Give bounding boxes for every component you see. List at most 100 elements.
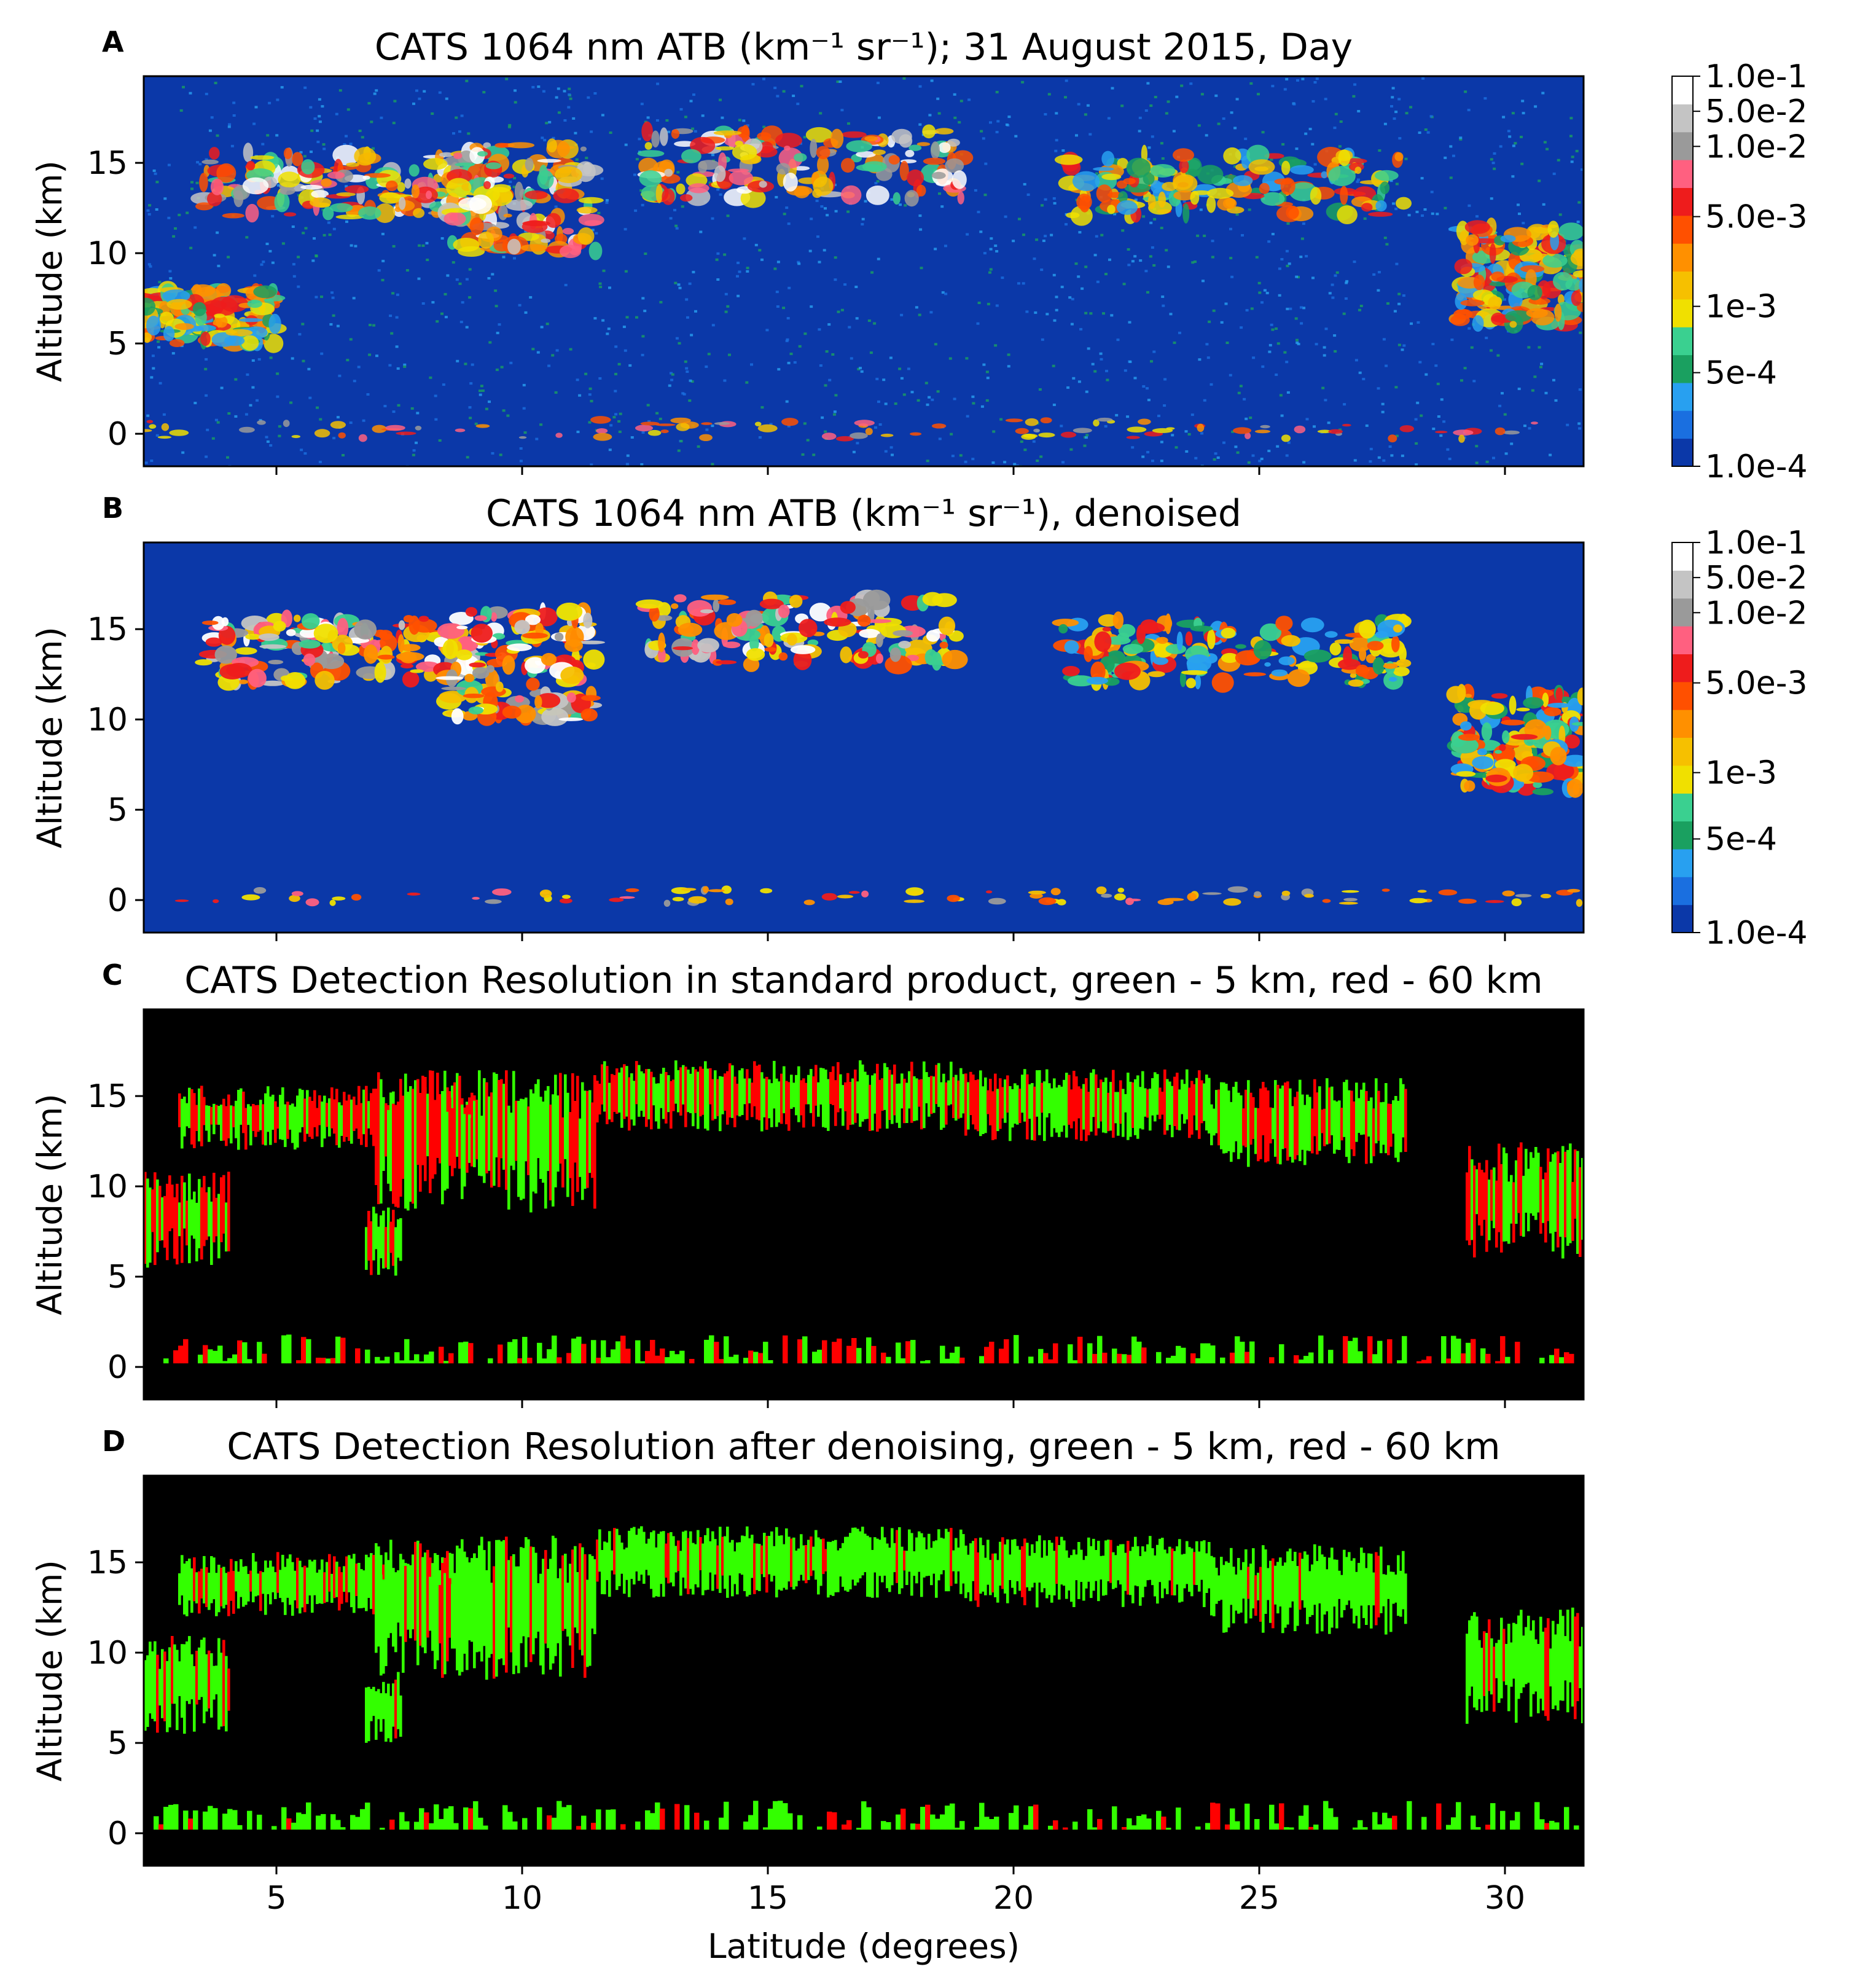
noise-speck bbox=[1257, 93, 1260, 96]
cloud-mark bbox=[1515, 894, 1532, 898]
noise-speck bbox=[818, 260, 821, 264]
cloud-mark bbox=[209, 147, 220, 160]
cloud-mark bbox=[1499, 744, 1506, 751]
cloud-mark bbox=[1372, 657, 1385, 675]
cloud-mark bbox=[1114, 893, 1126, 901]
surface-detection bbox=[424, 1812, 429, 1830]
resolution-column bbox=[942, 1073, 945, 1128]
surface-detection bbox=[183, 1339, 189, 1364]
noise-speck bbox=[1211, 256, 1214, 259]
cloud-mark bbox=[898, 641, 912, 649]
cloud-mark bbox=[639, 170, 662, 187]
noise-speck bbox=[876, 180, 880, 183]
resolution-column bbox=[647, 1538, 651, 1576]
cloud-mark bbox=[809, 603, 832, 622]
cloud-mark bbox=[558, 717, 584, 721]
resolution-column bbox=[1571, 1607, 1574, 1707]
cloud-mark bbox=[1579, 278, 1584, 293]
cloud-mark bbox=[580, 695, 601, 701]
noise-speck bbox=[1301, 77, 1305, 80]
resolution-column bbox=[1294, 1552, 1297, 1632]
cloud-mark bbox=[1286, 205, 1299, 219]
noise-speck bbox=[1128, 321, 1131, 324]
resolution-column bbox=[1281, 1086, 1284, 1149]
resolution-column bbox=[861, 1064, 864, 1122]
y-tick-label: 0 bbox=[107, 416, 128, 453]
resolution-column bbox=[1348, 1552, 1351, 1601]
resolution-column bbox=[1350, 1090, 1353, 1149]
resolution-column bbox=[579, 1543, 582, 1650]
resolution-column bbox=[429, 1557, 432, 1596]
cloud-mark bbox=[380, 646, 393, 663]
resolution-column bbox=[620, 1067, 623, 1128]
cloud-mark bbox=[1555, 687, 1563, 702]
cloud-mark bbox=[1150, 164, 1176, 178]
resolution-column bbox=[294, 1570, 297, 1600]
cloud-mark bbox=[824, 617, 851, 627]
cloud-mark bbox=[205, 637, 222, 647]
noise-speck bbox=[685, 298, 689, 301]
cloud-mark bbox=[1493, 745, 1515, 763]
noise-speck bbox=[316, 141, 320, 143]
noise-speck bbox=[891, 453, 894, 456]
surface-detection bbox=[203, 1811, 208, 1830]
noise-speck bbox=[168, 270, 172, 273]
resolution-column bbox=[819, 1068, 823, 1105]
noise-speck bbox=[1022, 233, 1025, 237]
noise-speck bbox=[1302, 222, 1305, 225]
resolution-column bbox=[205, 1654, 208, 1712]
resolution-column bbox=[972, 1541, 975, 1581]
resolution-column bbox=[795, 1074, 798, 1116]
resolution-column bbox=[1399, 1570, 1402, 1617]
surface-detection bbox=[163, 1807, 169, 1830]
noise-speck bbox=[1102, 312, 1105, 315]
resolution-column bbox=[987, 1090, 990, 1114]
noise-speck bbox=[1041, 338, 1044, 341]
noise-speck bbox=[1313, 81, 1317, 84]
noise-speck bbox=[738, 270, 741, 273]
cloud-mark bbox=[284, 212, 297, 217]
resolution-column bbox=[952, 1550, 955, 1571]
resolution-column bbox=[1087, 1537, 1090, 1582]
noise-speck bbox=[728, 353, 731, 356]
surface-detection bbox=[733, 1355, 739, 1364]
resolution-column bbox=[267, 1086, 270, 1132]
surface-detection bbox=[380, 1360, 385, 1364]
cloud-mark bbox=[635, 425, 653, 432]
cloud-mark bbox=[1455, 293, 1467, 310]
surface-detection bbox=[517, 1358, 523, 1364]
resolution-column bbox=[1377, 1090, 1380, 1141]
noise-speck bbox=[318, 461, 322, 463]
resolution-column bbox=[1073, 1549, 1076, 1607]
cloud-mark bbox=[169, 339, 185, 347]
noise-speck bbox=[1281, 143, 1285, 146]
resolution-column bbox=[303, 1098, 307, 1142]
noise-speck bbox=[227, 412, 231, 415]
noise-speck bbox=[674, 281, 678, 284]
resolution-column bbox=[854, 1527, 857, 1586]
resolution-column bbox=[1485, 1160, 1488, 1252]
noise-speck bbox=[890, 198, 894, 201]
cloud-mark bbox=[1015, 428, 1029, 434]
cloud-mark bbox=[1117, 632, 1130, 641]
noise-speck bbox=[1079, 327, 1083, 331]
cloud-mark bbox=[1472, 315, 1484, 332]
resolution-column bbox=[205, 1567, 208, 1607]
noise-speck bbox=[205, 455, 208, 458]
resolution-column bbox=[679, 1067, 682, 1116]
surface-detection bbox=[660, 1348, 665, 1364]
surface-detection bbox=[1235, 1336, 1240, 1364]
surface-detection bbox=[566, 1353, 572, 1364]
noise-speck bbox=[1475, 445, 1479, 448]
resolution-column bbox=[171, 1636, 174, 1704]
resolution-column bbox=[1127, 1073, 1130, 1140]
noise-speck bbox=[1116, 339, 1120, 342]
surface-detection bbox=[301, 1337, 307, 1364]
resolution-column bbox=[846, 1536, 850, 1592]
cloud-mark bbox=[848, 891, 860, 894]
noise-speck bbox=[1229, 227, 1232, 230]
noise-speck bbox=[1175, 95, 1179, 98]
noise-speck bbox=[1149, 221, 1153, 224]
surface-detection bbox=[512, 1339, 518, 1364]
resolution-column bbox=[188, 1087, 191, 1129]
